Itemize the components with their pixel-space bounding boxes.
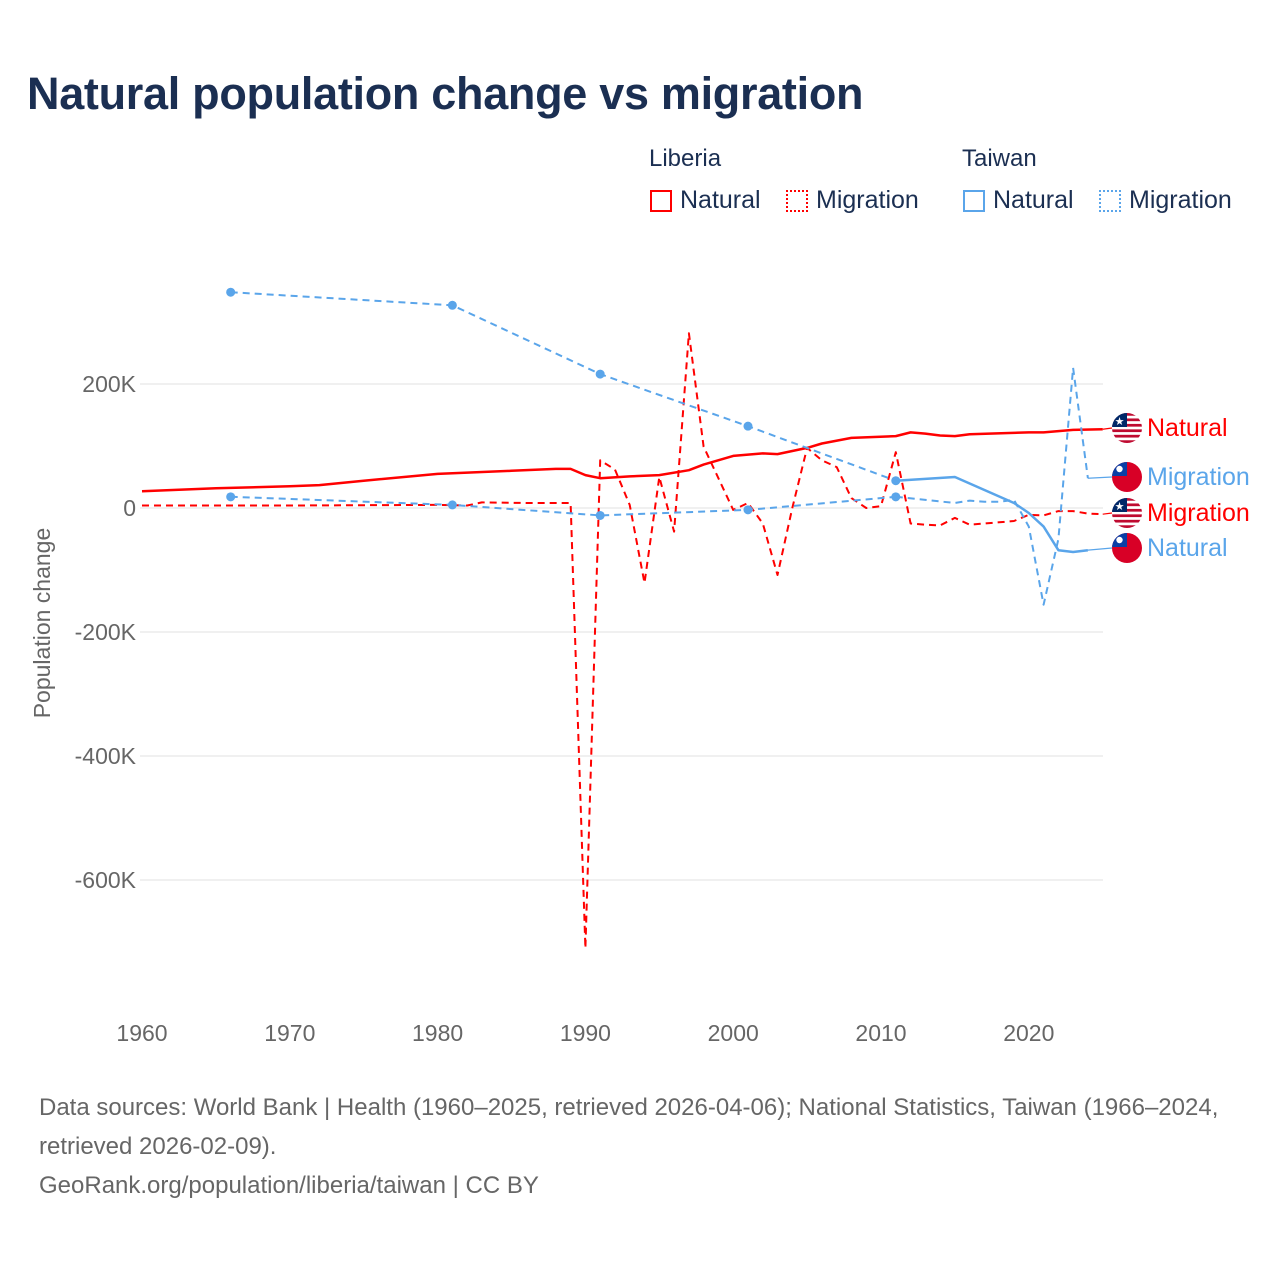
legend-taiwan-natural[interactable]: Natural [963,186,1074,215]
legend-label: Natural [680,186,761,214]
liberia-flag-icon: ★ [1112,413,1142,443]
x-tick-label: 1980 [412,1020,463,1046]
data-point[interactable] [447,500,457,510]
y-tick-label: -600K [75,867,137,893]
series-line-taiwan-migration-census- [230,495,896,517]
data-point[interactable] [226,287,236,297]
plot-area: 200K 0 -200K -400K -600K 1960 1970 1980 1990 2000… [29,287,1250,1046]
svg-text:★: ★ [1115,416,1125,428]
y-tick-label: 0 [123,495,136,521]
x-tick-label: 2010 [855,1020,906,1046]
svg-text:★: ★ [1115,501,1125,513]
legend-label: Natural [993,186,1074,214]
dotted-swatch-icon [1099,189,1121,212]
data-sources: Data sources: World Bank | Health (1960–… [39,1094,1219,1160]
legend-label: Migration [816,186,919,214]
y-tick-label: -200K [75,619,137,645]
solid-swatch-icon [650,189,672,212]
series-line-liberia-migration [142,332,1103,950]
series-line-taiwan-migration [895,366,1089,606]
solid-swatch-icon [963,189,985,212]
footer: Data sources: World Bank | Health (1960–… [39,1088,1249,1205]
taiwan-flag-icon [1112,462,1142,492]
leader-line [1102,512,1113,515]
dotted-swatch-icon [786,189,808,212]
y-tick-label: -400K [75,743,137,769]
x-tick-label: 1970 [264,1020,315,1046]
data-point[interactable] [743,421,753,431]
legend-liberia-migration[interactable]: Migration [786,186,919,215]
leader-line [1087,547,1113,551]
x-tick-label: 2020 [1003,1020,1054,1046]
data-point[interactable] [226,492,236,502]
chart-title: Natural population change vs migration [27,68,864,119]
legend-group-liberia: Liberia [649,145,722,172]
legend-label: Migration [1129,186,1232,214]
data-point[interactable] [891,492,901,502]
end-label: Migration [1147,463,1250,491]
series-line-taiwan-natural-census- [230,291,897,482]
data-point[interactable] [595,510,605,520]
taiwan-flag-icon [1112,533,1142,563]
liberia-flag-icon: ★ [1112,498,1142,528]
legend-taiwan-migration[interactable]: Migration [1099,186,1232,215]
data-point[interactable] [447,300,457,310]
end-label: Migration [1147,499,1250,527]
legend-group-taiwan: Taiwan [962,145,1037,172]
leader-line [1102,427,1113,430]
series-line-liberia-natural [141,428,1103,493]
legend-liberia-natural[interactable]: Natural [650,186,761,215]
data-point[interactable] [743,505,753,515]
x-tick-label: 2000 [708,1020,759,1046]
credit-link[interactable]: GeoRank.org/population/liberia/taiwan | … [39,1172,539,1199]
series-line-taiwan-natural [895,475,1089,554]
y-tick-label: 200K [82,371,136,397]
y-axis-label: Population change [29,528,55,719]
data-point[interactable] [595,369,605,379]
x-tick-label: 1990 [560,1020,611,1046]
data-point[interactable] [891,476,901,486]
end-label: Natural [1147,414,1228,442]
x-tick-label: 1960 [116,1020,167,1046]
leader-line [1087,476,1113,479]
end-label: Natural [1147,534,1228,562]
